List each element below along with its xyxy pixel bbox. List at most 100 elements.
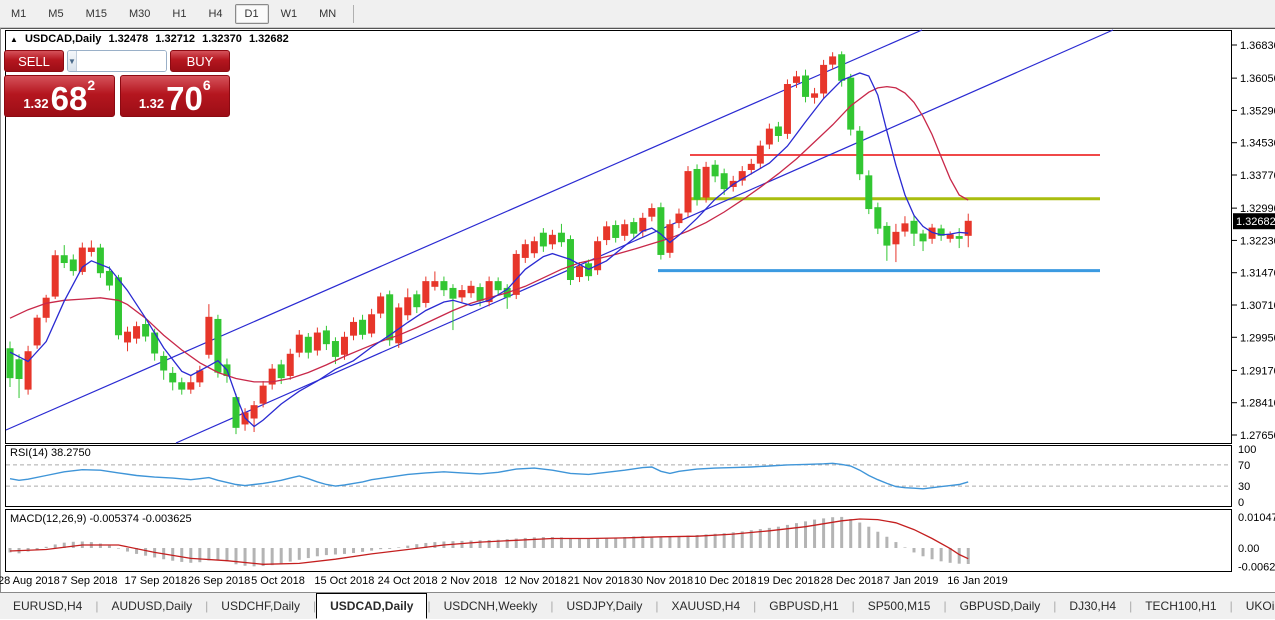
svg-text:17 Sep 2018: 17 Sep 2018 bbox=[125, 575, 187, 587]
rsi-axis-label: 30 bbox=[1238, 481, 1250, 493]
buy-button[interactable]: BUY bbox=[170, 50, 230, 72]
timeframe-button-mn[interactable]: MN bbox=[319, 7, 337, 20]
trend-line bbox=[5, 29, 923, 431]
tab-usdcnh-weekly[interactable]: USDCNH,Weekly bbox=[443, 599, 538, 613]
svg-text:5 Oct 2018: 5 Oct 2018 bbox=[251, 575, 305, 587]
toolbar-separator bbox=[353, 4, 355, 23]
svg-text:1.29950: 1.29950 bbox=[1240, 332, 1275, 344]
tab-separator: | bbox=[1129, 599, 1133, 613]
macd-axis-label: 0.00 bbox=[1238, 543, 1259, 555]
svg-text:1.35290: 1.35290 bbox=[1240, 105, 1275, 117]
tab-separator: | bbox=[95, 599, 99, 613]
trend-line bbox=[175, 29, 1114, 444]
tab-separator: | bbox=[943, 599, 947, 613]
timeframe-button-h4[interactable]: H4 bbox=[208, 7, 223, 20]
tab-separator: | bbox=[753, 599, 757, 613]
buy-price-button[interactable]: 1.32 70 6 bbox=[119, 75, 230, 117]
symbol-marker-icon: ▲ bbox=[10, 35, 18, 44]
svg-text:24 Oct 2018: 24 Oct 2018 bbox=[378, 575, 438, 587]
svg-text:1.32990: 1.32990 bbox=[1240, 203, 1275, 215]
svg-text:19 Dec 2018: 19 Dec 2018 bbox=[757, 575, 819, 587]
one-click-trading-panel: SELL ▼ ▲ BUY 1.32 68 2 1.32 70 6 bbox=[4, 50, 230, 117]
timeframe-toolbar: M1 M5 M15 M30 H1 H4 D1 W1 MN bbox=[0, 0, 1275, 28]
sell-price-base: 1.32 bbox=[23, 96, 49, 111]
svg-text:1.27650: 1.27650 bbox=[1240, 430, 1275, 442]
macd-panel bbox=[5, 509, 1232, 572]
svg-text:1.34530: 1.34530 bbox=[1240, 138, 1275, 150]
svg-text:1.32230: 1.32230 bbox=[1240, 235, 1275, 247]
fast-ma-line bbox=[9, 72, 969, 428]
volume-input[interactable] bbox=[76, 51, 166, 71]
buy-price-pips: 70 bbox=[166, 80, 203, 117]
svg-text:1.32682: 1.32682 bbox=[1236, 216, 1275, 228]
macd-axis-label: -0.006218 bbox=[1238, 561, 1275, 573]
svg-text:28 Aug 2018: 28 Aug 2018 bbox=[0, 575, 60, 587]
sell-button[interactable]: SELL bbox=[4, 50, 64, 72]
tab-dj30-h4[interactable]: DJ30,H4 bbox=[1069, 599, 1117, 613]
svg-text:10 Dec 2018: 10 Dec 2018 bbox=[694, 575, 756, 587]
svg-text:7 Sep 2018: 7 Sep 2018 bbox=[61, 575, 117, 587]
timeframe-button-d1[interactable]: D1 bbox=[234, 3, 269, 24]
svg-text:1.31470: 1.31470 bbox=[1240, 268, 1275, 280]
rsi-axis-label: 0 bbox=[1238, 497, 1244, 509]
symbol-period-label: USDCAD,Daily bbox=[24, 33, 102, 45]
current-price-badge bbox=[1233, 213, 1275, 230]
ohlc-low: 1.32370 bbox=[202, 33, 242, 45]
timeframe-button-m1[interactable]: M1 bbox=[11, 7, 27, 20]
tab-gbpusd-daily[interactable]: GBPUSD,Daily bbox=[959, 599, 1041, 613]
svg-text:30 Nov 2018: 30 Nov 2018 bbox=[631, 575, 693, 587]
svg-text:1.36830: 1.36830 bbox=[1240, 40, 1275, 52]
svg-text:7 Jan 2019: 7 Jan 2019 bbox=[884, 575, 938, 587]
tab-eurusd-h4[interactable]: EURUSD,H4 bbox=[13, 599, 83, 613]
timeframe-button-m5[interactable]: M5 bbox=[48, 7, 64, 20]
timeframe-button-m30[interactable]: M30 bbox=[128, 7, 151, 20]
macd-signal-line bbox=[9, 518, 969, 565]
ohlc-close: 1.32682 bbox=[248, 33, 289, 45]
rsi-axis-label: 100 bbox=[1238, 444, 1256, 456]
tab-usdjpy-daily[interactable]: USDJPY,Daily bbox=[566, 599, 643, 613]
tab-gbpusd-h1[interactable]: GBPUSD,H1 bbox=[769, 599, 839, 613]
sell-price-pipette: 2 bbox=[87, 77, 96, 93]
svg-text:1.33770: 1.33770 bbox=[1240, 170, 1275, 182]
tab-separator: | bbox=[655, 599, 659, 613]
tab-usdchf-daily[interactable]: USDCHF,Daily bbox=[221, 599, 300, 613]
tab-separator: | bbox=[427, 599, 431, 613]
tab-separator: | bbox=[205, 599, 209, 613]
tab-xauusd-h4[interactable]: XAUUSD,H4 bbox=[671, 599, 741, 613]
timeframe-button-w1[interactable]: W1 bbox=[280, 7, 298, 20]
macd-indicator-label: MACD(12,26,9) -0.005374 -0.003625 bbox=[10, 513, 192, 525]
chart-tab-bar: EURUSD,H4 | AUDUSD,Daily | USDCHF,Daily | USDC… bbox=[0, 592, 1275, 619]
chart-title: ▲ USDCAD,Daily 1.32478 1.32712 1.32370 1… bbox=[10, 33, 293, 45]
svg-text:1.29170: 1.29170 bbox=[1240, 365, 1275, 377]
svg-text:12 Nov 2018: 12 Nov 2018 bbox=[504, 575, 566, 587]
tab-audusd-daily[interactable]: AUDUSD,Daily bbox=[111, 599, 193, 613]
ohlc-high: 1.32712 bbox=[155, 33, 196, 45]
svg-text:15 Oct 2018: 15 Oct 2018 bbox=[314, 575, 374, 587]
tab-separator: | bbox=[1053, 599, 1057, 613]
svg-text:28 Dec 2018: 28 Dec 2018 bbox=[821, 575, 883, 587]
candles bbox=[6, 51, 972, 435]
volume-decrease-icon[interactable]: ▼ bbox=[68, 51, 77, 71]
buy-price-pipette: 6 bbox=[202, 77, 211, 93]
timeframe-button-m15[interactable]: M15 bbox=[85, 7, 107, 20]
tab-separator: | bbox=[1229, 599, 1233, 613]
volume-stepper: ▼ ▲ bbox=[67, 50, 167, 72]
price-axis[interactable]: 1.36830 1.36050 1.35290 1.34530 1.33770 1.329… bbox=[1232, 40, 1275, 573]
rsi-axis-label: 70 bbox=[1238, 460, 1250, 472]
tab-usdcad-daily[interactable]: USDCAD,Daily bbox=[316, 593, 428, 619]
tab-ukoil-h1[interactable]: UKOil,H1 bbox=[1245, 599, 1275, 613]
time-axis[interactable]: 28 Aug 2018 7 Sep 2018 17 Sep 2018 26 Sep 2… bbox=[0, 575, 1008, 587]
sell-price-button[interactable]: 1.32 68 2 bbox=[4, 75, 115, 117]
svg-text:26 Sep 2018: 26 Sep 2018 bbox=[188, 575, 250, 587]
tab-separator: | bbox=[312, 599, 317, 613]
macd-axis-label: 0.010474 bbox=[1238, 512, 1275, 524]
svg-text:21 Nov 2018: 21 Nov 2018 bbox=[568, 575, 630, 587]
buy-price-base: 1.32 bbox=[138, 96, 165, 111]
tab-tech100-h1[interactable]: TECH100,H1 bbox=[1145, 599, 1217, 613]
tab-sp500-m15[interactable]: SP500,M15 bbox=[867, 599, 931, 613]
svg-text:1.30710: 1.30710 bbox=[1240, 300, 1275, 312]
tab-separator: | bbox=[550, 599, 554, 613]
svg-text:1.28410: 1.28410 bbox=[1240, 398, 1275, 410]
timeframe-button-h1[interactable]: H1 bbox=[172, 7, 187, 20]
